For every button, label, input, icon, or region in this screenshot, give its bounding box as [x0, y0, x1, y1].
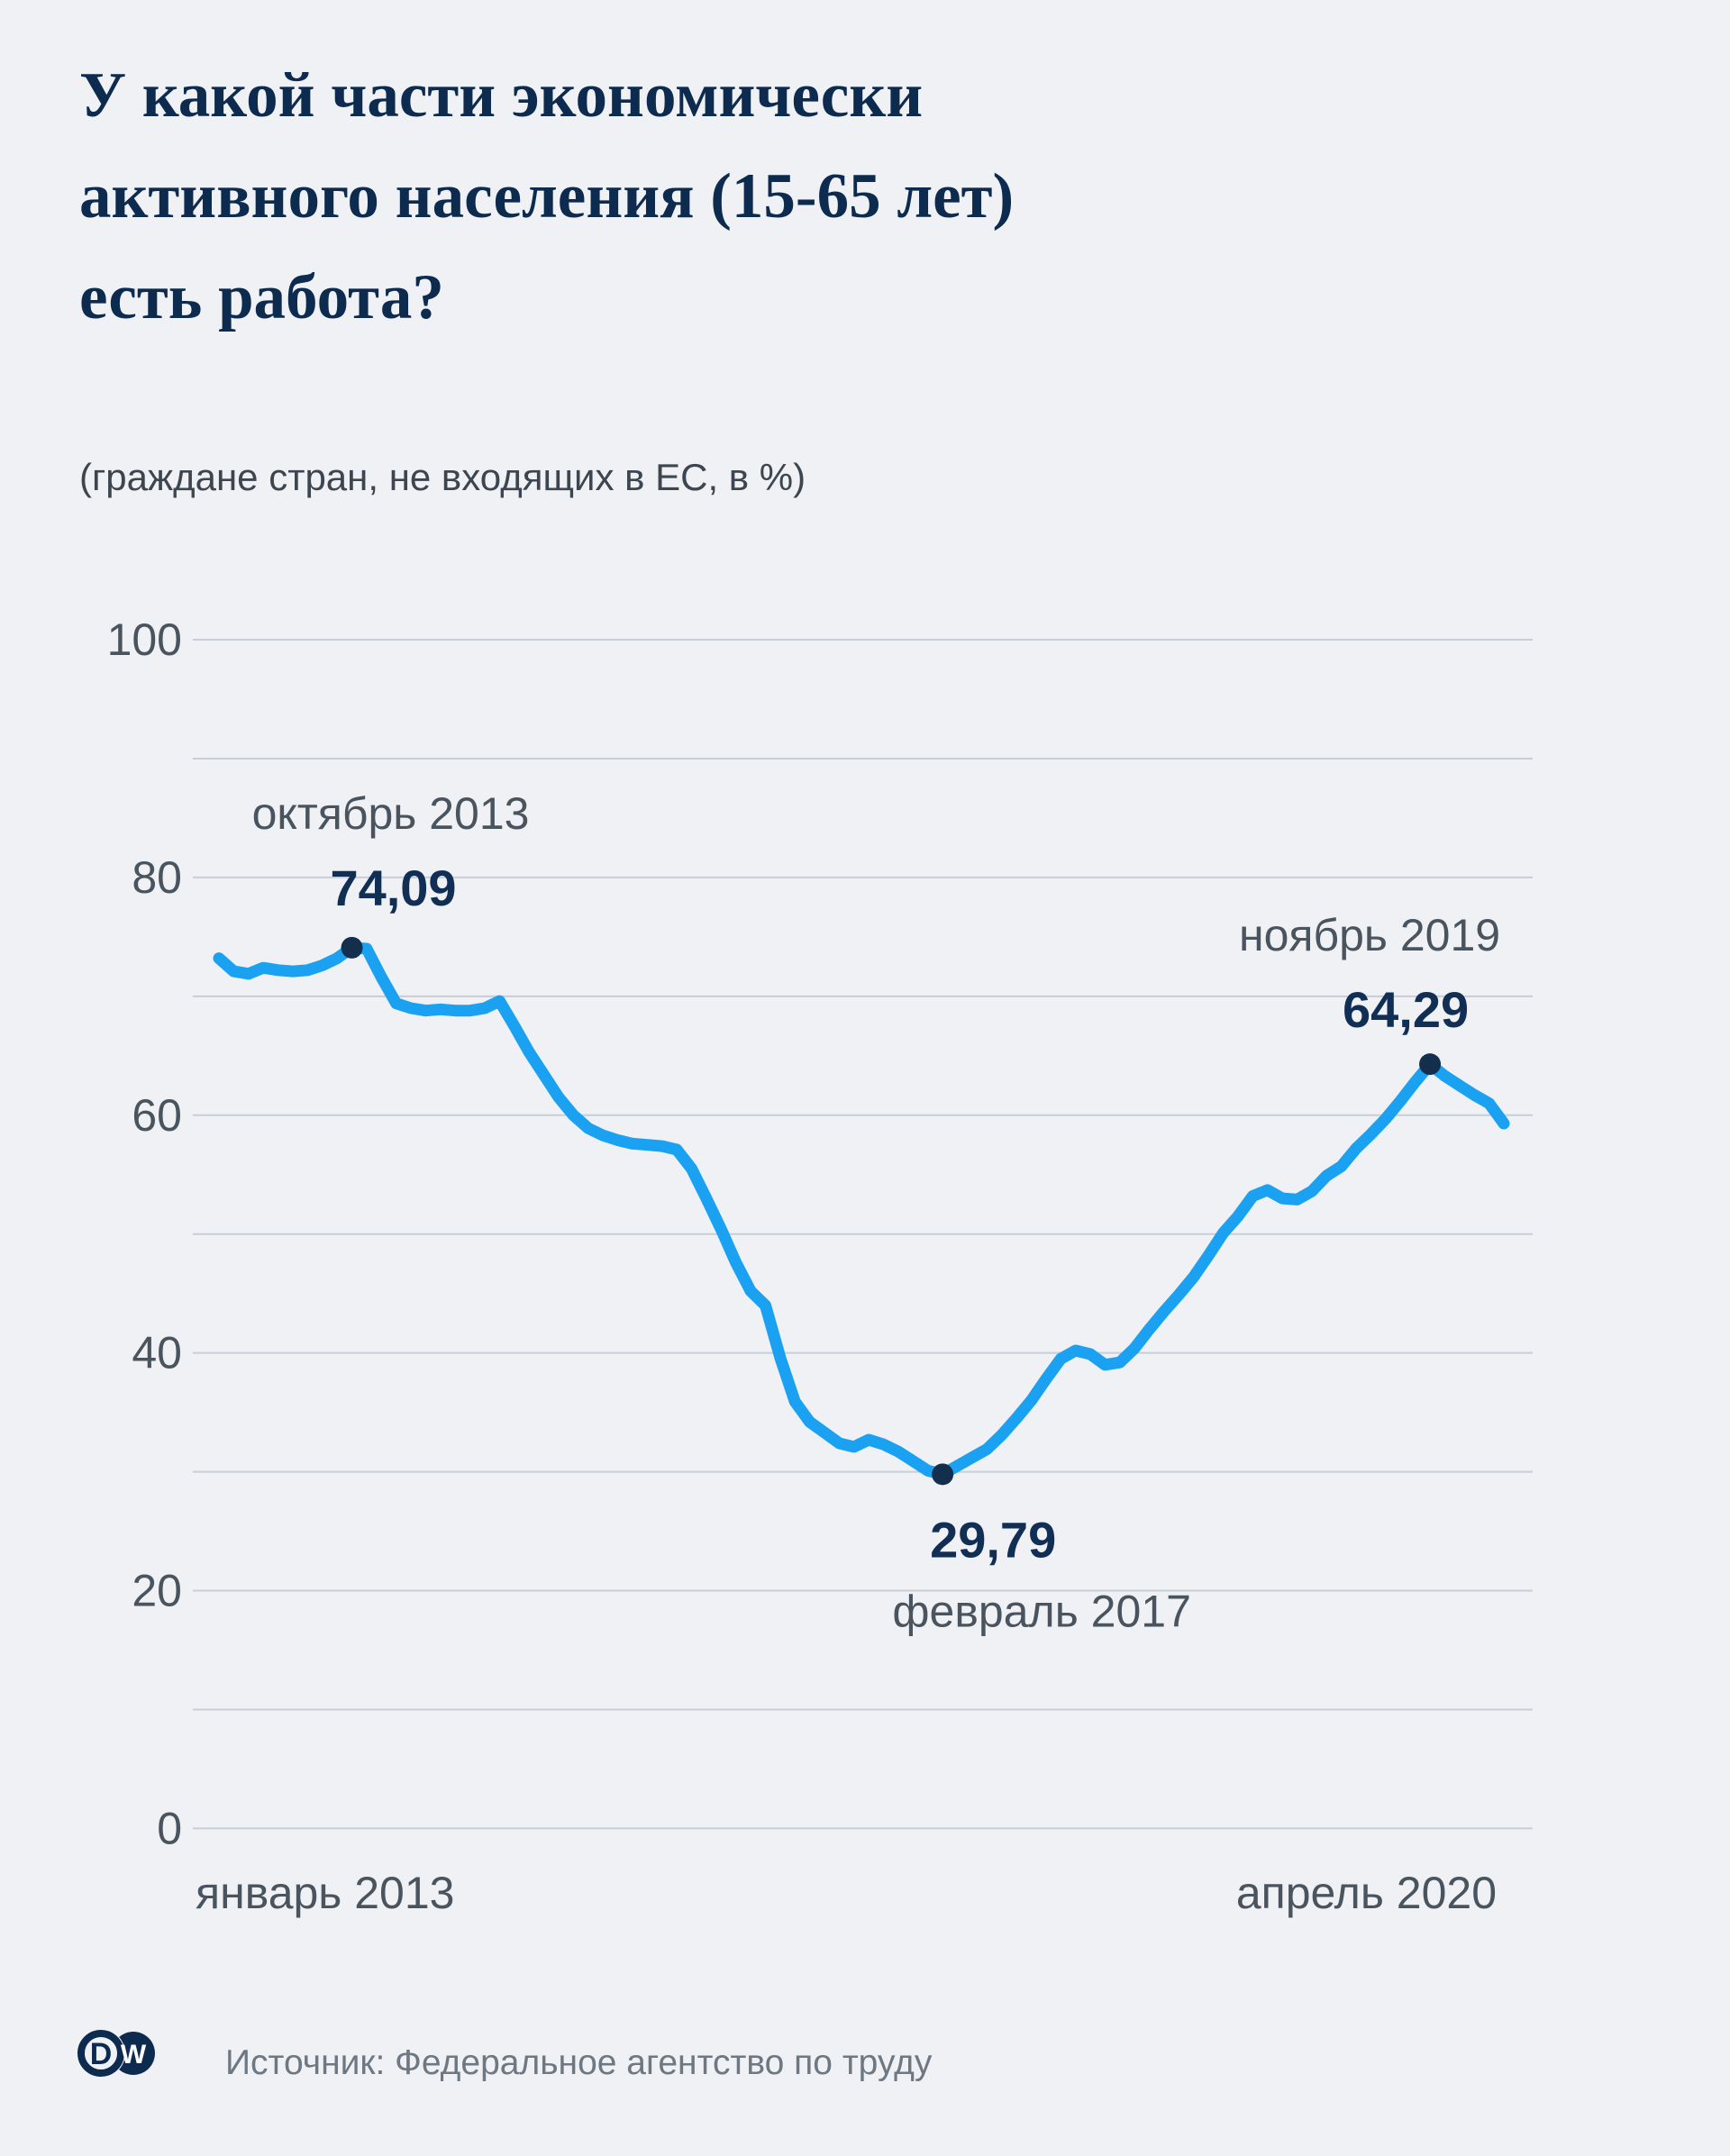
annotation-label: февраль 2017 [892, 1586, 1190, 1636]
annotation-value: 74,09 [330, 860, 456, 916]
dw-logo-d-letter: D [90, 2037, 113, 2071]
data-point-marker [932, 1463, 954, 1486]
dw-logo-d-ring [77, 2030, 124, 2077]
annotation-label: ноябрь 2019 [1239, 910, 1500, 960]
annotation-label: октябрь 2013 [252, 788, 530, 839]
dw-logo-w-letter: W [121, 2040, 147, 2070]
x-axis-label-start: январь 2013 [196, 1868, 454, 1918]
page-title: У какой части экономически активного нас… [79, 60, 1015, 332]
annotation-value: 64,29 [1343, 981, 1469, 1038]
y-tick-label: 60 [132, 1090, 182, 1141]
y-tick-label: 100 [107, 614, 182, 665]
series-line [213, 942, 1510, 1480]
dw-logo: D W [77, 2029, 155, 2078]
data-point-marker [341, 936, 363, 959]
annotation-value: 29,79 [930, 1511, 1056, 1568]
y-tick-label: 40 [132, 1328, 182, 1378]
x-axis-label-end: апрель 2020 [1236, 1868, 1497, 1918]
source-text: Источник: Федеральное агентство по труду [225, 2043, 933, 2082]
y-tick-label: 80 [132, 852, 182, 903]
y-tick-label: 20 [132, 1566, 182, 1616]
chart-subtitle: (граждане стран, не входящих в ЕС, в %) [79, 456, 806, 498]
data-point-marker [1419, 1053, 1442, 1076]
y-tick-label: 0 [157, 1803, 182, 1853]
